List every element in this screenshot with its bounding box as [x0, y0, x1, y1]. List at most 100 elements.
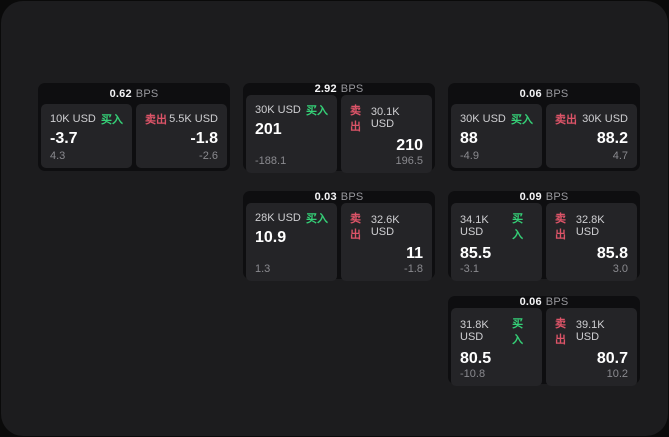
quote-panels: 31.8K USD 买入 80.5 -10.8 卖出 39.1K USD 80.… — [451, 308, 637, 387]
buy-label: 买入 — [306, 213, 328, 225]
sell-amount: 30K USD — [582, 113, 628, 125]
spread-header: 0.06 BPS — [451, 296, 637, 308]
buy-tile[interactable]: 28K USD 买入 10.9 1.3 — [246, 203, 337, 282]
buy-amount: 28K USD — [255, 212, 301, 224]
sell-label: 卖出 — [555, 213, 566, 241]
sell-tile-top: 卖出 30K USD — [555, 111, 628, 127]
spread-bps-unit: BPS — [340, 191, 364, 203]
buy-label: 买入 — [512, 213, 524, 241]
sell-tile-top: 卖出 30.1K USD — [350, 102, 423, 134]
quote-card: 0.62 BPS 10K USD 买入 -3.7 4.3 卖出 5.5K USD… — [38, 83, 230, 171]
quote-panels: 30K USD 买入 201 -188.1 卖出 30.1K USD 210 1… — [246, 95, 432, 174]
spread-bps-value: 0.06 — [519, 296, 542, 308]
sell-label: 卖出 — [350, 213, 361, 241]
sell-label: 卖出 — [555, 318, 566, 346]
sell-amount: 30.1K USD — [370, 106, 400, 130]
spread-header: 2.92 BPS — [246, 83, 432, 95]
sell-tile-top: 卖出 5.5K USD — [145, 111, 218, 127]
spread-bps-value: 0.03 — [314, 191, 337, 203]
sell-amount: 32.8K USD — [575, 214, 605, 238]
buy-tile-top: 34.1K USD 买入 — [460, 210, 533, 242]
quote-card: 0.06 BPS 31.8K USD 买入 80.5 -10.8 卖出 39.1… — [448, 296, 640, 387]
spread-bps-unit: BPS — [340, 83, 364, 95]
sell-label: 卖出 — [145, 114, 167, 126]
buy-delta: -188.1 — [255, 155, 287, 168]
buy-price: 85.5 — [460, 245, 492, 262]
buy-tile-top: 30K USD 买入 — [255, 102, 328, 118]
quote-card: 0.03 BPS 28K USD 买入 10.9 1.3 卖出 32.6K US… — [243, 191, 435, 282]
sell-delta: 4.7 — [612, 150, 628, 162]
sell-tile-top: 卖出 32.6K USD — [350, 210, 423, 242]
buy-label: 买入 — [511, 114, 533, 126]
sell-delta: 10.2 — [606, 368, 628, 381]
sell-price: 85.8 — [596, 245, 628, 262]
spread-header: 0.03 BPS — [246, 191, 432, 203]
buy-tile[interactable]: 10K USD 买入 -3.7 4.3 — [41, 104, 132, 168]
buy-tile-top: 10K USD 买入 — [50, 111, 123, 127]
sell-price: -1.8 — [190, 130, 218, 147]
quote-panels: 34.1K USD 买入 85.5 -3.1 卖出 32.8K USD 85.8… — [451, 203, 637, 282]
buy-tile[interactable]: 30K USD 买入 201 -188.1 — [246, 95, 337, 174]
buy-delta: -4.9 — [460, 150, 479, 162]
buy-tile[interactable]: 34.1K USD 买入 85.5 -3.1 — [451, 203, 542, 282]
sell-tile[interactable]: 卖出 32.6K USD 11 -1.8 — [341, 203, 432, 282]
buy-tile[interactable]: 31.8K USD 买入 80.5 -10.8 — [451, 308, 542, 387]
spread-bps-value: 0.09 — [519, 191, 542, 203]
sell-price: 210 — [396, 137, 423, 154]
buy-tile[interactable]: 30K USD 买入 88 -4.9 — [451, 104, 542, 168]
sell-tile-top: 卖出 39.1K USD — [555, 315, 628, 347]
spread-bps-unit: BPS — [135, 87, 159, 100]
buy-tile-top: 31.8K USD 买入 — [460, 315, 533, 347]
buy-price: 201 — [255, 121, 282, 138]
sell-tile[interactable]: 卖出 30K USD 88.2 4.7 — [546, 104, 637, 168]
quote-card: 0.06 BPS 30K USD 买入 88 -4.9 卖出 30K USD 8… — [448, 83, 640, 171]
sell-delta: 196.5 — [395, 155, 423, 168]
buy-label: 买入 — [512, 318, 524, 346]
quote-card: 0.09 BPS 34.1K USD 买入 85.5 -3.1 卖出 32.8K… — [448, 191, 640, 282]
sell-amount: 5.5K USD — [169, 113, 218, 125]
spread-header: 0.09 BPS — [451, 191, 637, 203]
spread-bps-unit: BPS — [545, 296, 569, 308]
sell-label: 卖出 — [350, 105, 361, 133]
sell-tile[interactable]: 卖出 32.8K USD 85.8 3.0 — [546, 203, 637, 282]
spread-bps-unit: BPS — [545, 87, 569, 100]
buy-price: 10.9 — [255, 229, 287, 246]
sell-price: 11 — [406, 245, 423, 262]
buy-delta: -10.8 — [460, 368, 486, 381]
buy-delta: -3.1 — [460, 263, 479, 276]
buy-label: 买入 — [101, 114, 123, 126]
buy-amount: 30K USD — [460, 113, 506, 125]
buy-price: -3.7 — [50, 130, 78, 147]
buy-delta: 1.3 — [255, 263, 271, 276]
quote-card: 2.92 BPS 30K USD 买入 201 -188.1 卖出 30.1K … — [243, 83, 435, 174]
spread-header: 0.62 BPS — [41, 83, 227, 104]
spread-bps-value: 0.06 — [519, 87, 542, 100]
quote-panels: 30K USD 买入 88 -4.9 卖出 30K USD 88.2 4.7 — [451, 104, 637, 168]
sell-label: 卖出 — [555, 114, 577, 126]
quote-panels: 28K USD 买入 10.9 1.3 卖出 32.6K USD 11 -1.8 — [246, 203, 432, 282]
sell-delta: -1.8 — [404, 263, 423, 276]
sell-tile-top: 卖出 32.8K USD — [555, 210, 628, 242]
buy-price: 80.5 — [460, 350, 492, 367]
sell-amount: 32.6K USD — [370, 214, 400, 238]
buy-amount: 34.1K USD — [460, 214, 489, 238]
buy-amount: 30K USD — [255, 104, 301, 116]
sell-tile[interactable]: 卖出 30.1K USD 210 196.5 — [341, 95, 432, 174]
buy-tile-top: 30K USD 买入 — [460, 111, 533, 127]
sell-tile[interactable]: 卖出 5.5K USD -1.8 -2.6 — [136, 104, 227, 168]
buy-amount: 31.8K USD — [460, 319, 489, 343]
spread-bps-value: 2.92 — [314, 83, 337, 95]
spread-bps-unit: BPS — [545, 191, 569, 203]
buy-price: 88 — [460, 130, 478, 147]
quote-panels: 10K USD 买入 -3.7 4.3 卖出 5.5K USD -1.8 -2.… — [41, 104, 227, 168]
sell-price: 88.2 — [596, 130, 628, 147]
sell-delta: -2.6 — [199, 150, 218, 162]
buy-amount: 10K USD — [50, 113, 96, 125]
sell-delta: 3.0 — [612, 263, 628, 276]
sell-amount: 39.1K USD — [575, 319, 605, 343]
sell-price: 80.7 — [596, 350, 628, 367]
spread-bps-value: 0.62 — [109, 87, 132, 100]
buy-label: 买入 — [306, 105, 328, 117]
sell-tile[interactable]: 卖出 39.1K USD 80.7 10.2 — [546, 308, 637, 387]
